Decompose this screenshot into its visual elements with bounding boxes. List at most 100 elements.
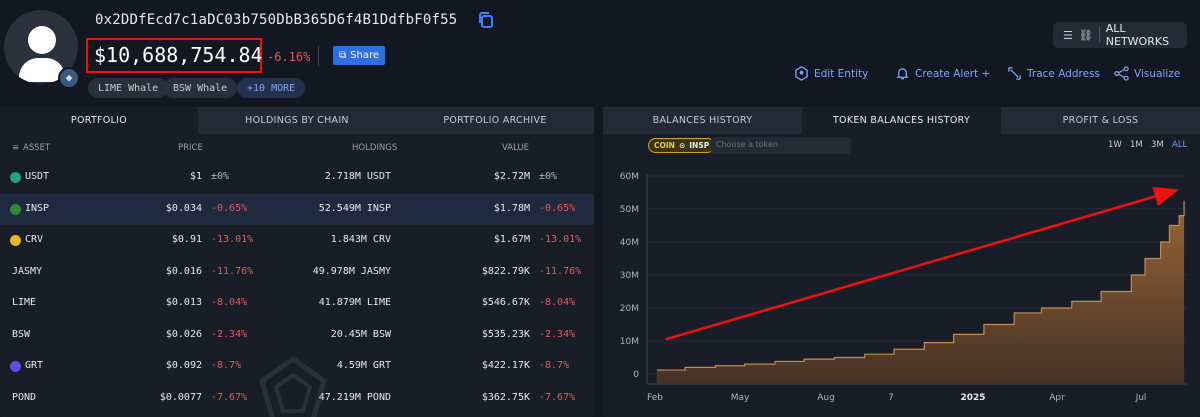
asset-value: $546.67K bbox=[481, 297, 530, 308]
x-tick-label: Aug bbox=[817, 393, 835, 403]
price-change: -11.76% bbox=[211, 265, 254, 277]
trend-arrow bbox=[665, 186, 1180, 341]
table-row[interactable]: BSW $0.026 -2.34% 20.45M BSW $535.23K -2.34% bbox=[0, 320, 594, 351]
bell-icon bbox=[896, 68, 909, 80]
balance-line bbox=[656, 200, 1185, 371]
token-filter-pill[interactable]: COIN ⊙ INSP bbox=[648, 138, 716, 153]
x-tick-label: May bbox=[731, 393, 750, 403]
range-3m[interactable]: 3M bbox=[1151, 140, 1164, 150]
network-selector[interactable]: ☰ ⛓ ALL NETWORKS bbox=[1053, 22, 1187, 48]
value-change: -8.04% bbox=[539, 297, 576, 308]
x-tick-label: 7 bbox=[888, 393, 894, 403]
tab-holdings-by-chain[interactable]: HOLDINGS BY CHAIN bbox=[198, 107, 396, 134]
tab-portfolio-archive[interactable]: PORTFOLIO ARCHIVE bbox=[396, 107, 594, 134]
asset-value: $1.67M bbox=[493, 234, 530, 245]
col-asset[interactable]: ASSET bbox=[23, 143, 51, 153]
wallet-address: 0x2DDfEcd7c1aDC03b750DbB365D6f4B1DdfbF0f… bbox=[95, 12, 458, 28]
grt-icon bbox=[10, 361, 21, 372]
col-holdings[interactable]: HOLDINGS bbox=[352, 143, 398, 153]
y-tick-label: 40M bbox=[620, 238, 639, 248]
x-tick-label: Feb bbox=[647, 393, 663, 403]
asset-holdings: 2.718M USDT bbox=[324, 171, 391, 182]
asset-holdings: 1.843M CRV bbox=[330, 234, 391, 245]
table-row[interactable]: POND $0.0077 -7.67% 47.219M POND $362.75K -7.… bbox=[0, 383, 594, 414]
asset-name: BSW bbox=[12, 328, 31, 340]
table-row[interactable]: LIME $0.013 -8.04% 41.879M LIME $546.67K -8.0… bbox=[0, 288, 594, 319]
asset-value: $1.78M bbox=[493, 202, 530, 214]
table-row[interactable]: JASMY $0.016 -11.76% 49.978M JASMY $822.79K -… bbox=[0, 257, 594, 288]
price-change: -2.34% bbox=[211, 328, 248, 340]
y-tick-label: 50M bbox=[620, 205, 639, 215]
entity-icon bbox=[795, 66, 808, 81]
tab-balances-history[interactable]: BALANCES HISTORY bbox=[603, 107, 802, 134]
share-label: Share bbox=[350, 50, 379, 61]
asset-price: $0.034 bbox=[165, 202, 202, 214]
tab-token-balances-history[interactable]: TOKEN BALANCES HISTORY bbox=[802, 107, 1001, 134]
filter-icon: ☰ bbox=[1063, 28, 1073, 42]
price-change: -8.7% bbox=[211, 360, 242, 371]
col-price[interactable]: PRICE bbox=[178, 143, 203, 153]
price-change: -13.01% bbox=[211, 234, 254, 245]
share-button[interactable]: ⧉ Share bbox=[333, 46, 385, 65]
token-search-input[interactable]: Choose a token bbox=[711, 137, 851, 154]
range-all[interactable]: ALL bbox=[1172, 140, 1188, 150]
value-change: -11.76% bbox=[539, 265, 582, 277]
asset-holdings: 47.219M POND bbox=[318, 391, 391, 403]
x-tick-label: Apr bbox=[1049, 393, 1065, 403]
asset-value: $362.75K bbox=[481, 391, 530, 403]
total-portfolio-value: $10,688,754.84 bbox=[94, 43, 263, 67]
token-label: INSP bbox=[689, 141, 710, 150]
asset-price: $0.91 bbox=[171, 234, 202, 245]
value-change: -0.65% bbox=[539, 202, 576, 214]
crv-icon bbox=[10, 235, 21, 246]
x-tick-label: Jul bbox=[1135, 393, 1147, 403]
x-tick-label: 2025 bbox=[960, 393, 985, 403]
value-change: -7.67% bbox=[539, 391, 576, 403]
range-1w[interactable]: 1W bbox=[1108, 140, 1122, 150]
table-row[interactable]: USDT $1 ±0% 2.718M USDT $2.72M ±0% bbox=[0, 162, 594, 193]
asset-price: $0.013 bbox=[165, 297, 202, 308]
table-row[interactable]: CRV $0.91 -13.01% 1.843M CRV $1.67M -13.01% bbox=[0, 225, 594, 256]
asset-price: $0.092 bbox=[165, 360, 202, 371]
trace-icon bbox=[1008, 67, 1021, 80]
price-change: -7.67% bbox=[211, 391, 248, 403]
avatar-body bbox=[19, 58, 65, 82]
copy-icon[interactable] bbox=[477, 11, 495, 29]
table-row[interactable]: INSP $0.034 -0.65% 52.549M INSP $1.78M -0.65% bbox=[0, 193, 594, 225]
y-tick-label: 30M bbox=[620, 271, 639, 281]
asset-holdings: 52.549M INSP bbox=[318, 202, 391, 214]
tab-portfolio[interactable]: PORTFOLIO bbox=[0, 107, 198, 134]
col-value[interactable]: VALUE bbox=[502, 143, 529, 153]
entity-avatar bbox=[4, 10, 78, 84]
avatar-head bbox=[28, 26, 56, 54]
asset-price: $0.0077 bbox=[159, 391, 202, 403]
tab-profit-loss[interactable]: PROFIT & LOSS bbox=[1001, 107, 1200, 134]
y-tick-label: 20M bbox=[620, 304, 639, 314]
asset-price: $0.026 bbox=[165, 328, 202, 340]
asset-name: USDT bbox=[25, 171, 50, 182]
asset-value: $535.23K bbox=[481, 328, 530, 340]
total-change: -6.16% bbox=[267, 50, 311, 64]
graph-icon bbox=[1114, 66, 1129, 81]
asset-holdings: 49.978M JASMY bbox=[312, 265, 391, 277]
edit-entity-button[interactable]: Edit Entity bbox=[794, 66, 868, 81]
create-alert-button[interactable]: Create Alert + bbox=[895, 66, 990, 81]
price-change: -0.65% bbox=[211, 202, 248, 214]
sort-icon[interactable]: ≡ bbox=[12, 143, 20, 153]
token-balance-chart[interactable]: 60M 50M 40M 30M 20M 10M 0 Feb May Aug 7 2025 Apr Jul bbox=[603, 160, 1200, 417]
usdt-icon bbox=[10, 172, 21, 183]
visualize-button[interactable]: Visualize bbox=[1114, 66, 1180, 81]
asset-value: $2.72M bbox=[493, 171, 530, 182]
tag-lime-whale[interactable]: LIME Whale bbox=[88, 78, 169, 98]
more-tags-button[interactable]: +10 MORE bbox=[237, 78, 306, 98]
portfolio-panel: PORTFOLIO HOLDINGS BY CHAIN PORTFOLIO AR… bbox=[0, 107, 594, 417]
table-row[interactable]: GRT $0.092 -8.7% 4.59M GRT $422.17K -8.7% bbox=[0, 351, 594, 382]
asset-name: INSP bbox=[25, 202, 50, 214]
link-icon: ⛓ bbox=[1078, 28, 1093, 42]
asset-price: $1 bbox=[189, 171, 202, 182]
tag-bsw-whale[interactable]: BSW Whale bbox=[163, 78, 238, 98]
y-tick-label: 0 bbox=[633, 370, 639, 380]
range-1m[interactable]: 1M bbox=[1130, 140, 1143, 150]
trace-address-button[interactable]: Trace Address bbox=[1007, 66, 1100, 81]
value-change: -8.7% bbox=[539, 360, 570, 371]
